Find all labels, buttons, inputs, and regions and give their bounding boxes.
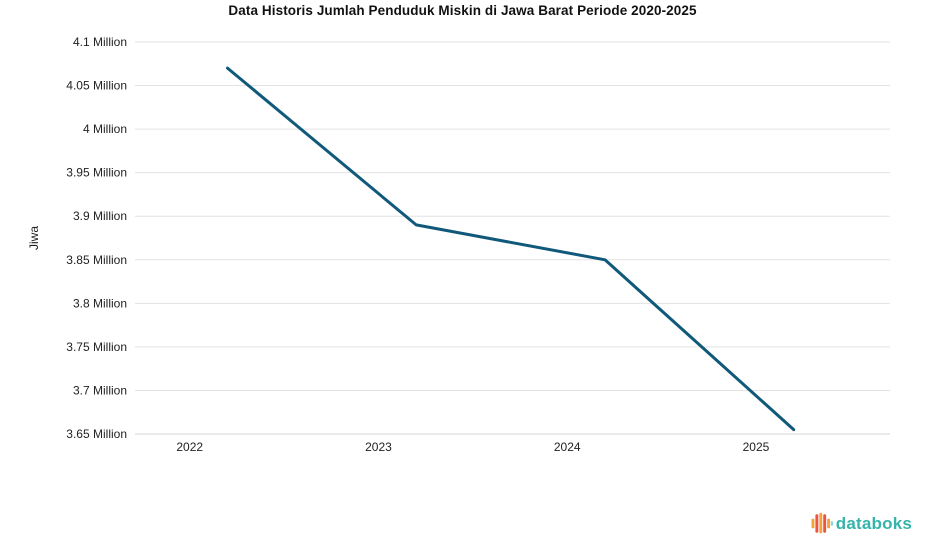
- databoks-logo[interactable]: databoks: [811, 512, 912, 535]
- chart-title: Data Historis Jumlah Penduduk Miskin di …: [228, 3, 697, 18]
- databoks-logo-text: databoks: [835, 513, 912, 533]
- y-axis-tick-label: 3.95 Million: [66, 166, 127, 180]
- x-axis-tick-label: 2023: [365, 440, 392, 454]
- x-axis-tick-label: 2022: [176, 440, 203, 454]
- x-axis-tick-label: 2025: [743, 440, 770, 454]
- line-chart: 4.1 Million 4.05 Million 4 Million 3.95 Mil…: [27, 35, 890, 454]
- line-series: [226, 66, 796, 432]
- y-axis-tick-label: 4.1 Million: [73, 35, 127, 49]
- databoks-equalizer-icon: [811, 512, 833, 534]
- x-axis-tick-label: 2024: [554, 440, 581, 454]
- y-axis-tick-label: 4.05 Million: [66, 79, 127, 93]
- y-axis-title: Jiwa: [27, 226, 41, 250]
- y-axis-tick-label: 3.75 Million: [66, 340, 127, 354]
- y-axis-tick-label: 3.8 Million: [73, 296, 127, 310]
- y-axis-tick-label: 3.85 Million: [66, 253, 127, 267]
- y-axis-tick-label: 3.9 Million: [73, 209, 127, 223]
- y-axis-tick-label: 3.7 Million: [73, 383, 127, 397]
- y-axis-tick-label: 4 Million: [83, 122, 127, 136]
- y-axis-tick-label: 3.65 Million: [66, 427, 127, 441]
